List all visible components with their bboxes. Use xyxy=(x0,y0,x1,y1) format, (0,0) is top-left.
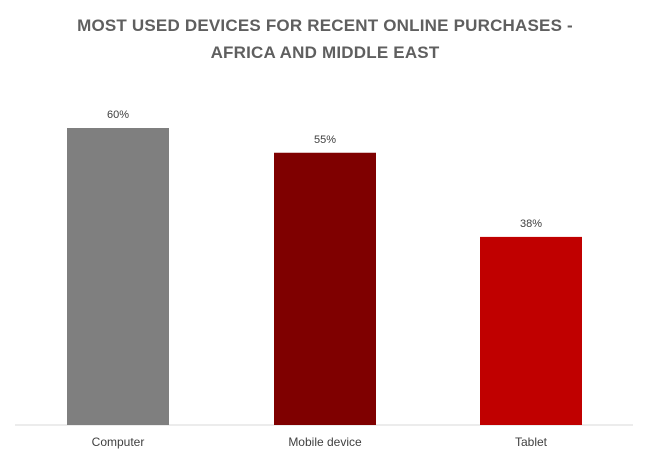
chart-title-line-2: AFRICA AND MIDDLE EAST xyxy=(210,43,440,62)
category-tick-label: Computer xyxy=(92,435,145,449)
chart-title: MOST USED DEVICES FOR RECENT ONLINE PURC… xyxy=(0,12,650,66)
bars-layer: 60% Computer 55% Mobile device 38% Tablet xyxy=(67,109,582,449)
category-tick-label: Tablet xyxy=(515,435,548,449)
bar-mobile-device xyxy=(274,152,376,425)
data-label: 38% xyxy=(520,218,542,230)
bar-tablet xyxy=(480,236,582,425)
bar-computer xyxy=(67,128,169,425)
chart-title-line-1: MOST USED DEVICES FOR RECENT ONLINE PURC… xyxy=(77,16,573,35)
data-label: 60% xyxy=(107,109,129,121)
category-tick-label: Mobile device xyxy=(288,435,362,449)
data-label: 55% xyxy=(314,134,336,146)
